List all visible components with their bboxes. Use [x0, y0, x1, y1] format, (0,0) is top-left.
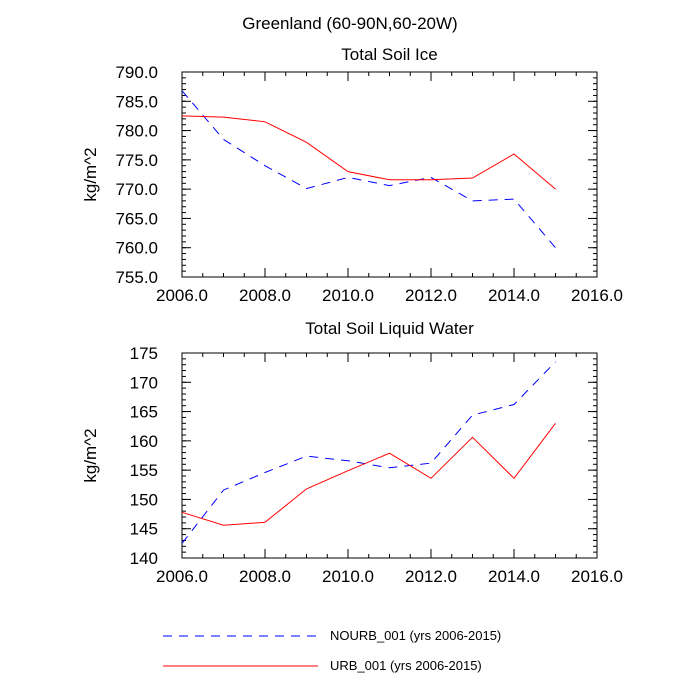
y-tick-label: 155: [130, 461, 158, 480]
y-tick-label: 165: [130, 403, 158, 422]
legend: NOURB_001 (yrs 2006-2015) URB_001 (yrs 20…: [163, 628, 501, 673]
y-tick-label: 140: [130, 549, 158, 568]
x-tick-label: 2006.0: [156, 567, 208, 586]
y-tick-label: 170: [130, 373, 158, 392]
y-tick-label: 780.0: [115, 122, 158, 141]
figure-title: Greenland (60-90N,60-20W): [242, 14, 457, 33]
x-tick-label: 2012.0: [405, 286, 457, 305]
y-tick-label: 145: [130, 520, 158, 539]
panel-title: Total Soil Ice: [341, 45, 437, 64]
legend-label: NOURB_001 (yrs 2006-2015): [330, 628, 501, 643]
y-axis-label: kg/m^2: [81, 428, 100, 482]
y-tick-label: 175: [130, 344, 158, 363]
x-tick-label: 2016.0: [571, 286, 623, 305]
x-tick-label: 2006.0: [156, 286, 208, 305]
x-tick-label: 2008.0: [239, 567, 291, 586]
y-tick-label: 150: [130, 490, 158, 509]
y-tick-label: 760.0: [115, 239, 158, 258]
panel-total-soil-ice: Total Soil Ice 2006.0 2008.0 2010.0 2012.0 20…: [81, 45, 623, 305]
x-tick-label: 2010.0: [322, 286, 374, 305]
y-axis-label: kg/m^2: [81, 147, 100, 201]
y-tick-label: 775.0: [115, 151, 158, 170]
x-tick-label: 2014.0: [488, 567, 540, 586]
panel-total-soil-liquid-water: Total Soil Liquid Water 2006.0 2008.0 2010.…: [81, 319, 623, 586]
y-tick-label: 755.0: [115, 268, 158, 287]
y-tick-label: 770.0: [115, 180, 158, 199]
y-tick-label: 765.0: [115, 209, 158, 228]
y-tick-label: 785.0: [115, 92, 158, 111]
x-tick-label: 2012.0: [405, 567, 457, 586]
y-tick-label: 790.0: [115, 63, 158, 82]
series-line-urb-001: [181, 422, 556, 526]
legend-label: URB_001 (yrs 2006-2015): [330, 658, 482, 673]
panel-title: Total Soil Liquid Water: [305, 319, 474, 338]
x-tick-label: 2016.0: [571, 567, 623, 586]
x-tick-label: 2010.0: [322, 567, 374, 586]
x-tick-label: 2014.0: [488, 286, 540, 305]
y-tick-label: 160: [130, 432, 158, 451]
series-line-nourb-001: [181, 90, 556, 249]
x-tick-label: 2008.0: [239, 286, 291, 305]
series-line-urb-001: [181, 115, 556, 190]
